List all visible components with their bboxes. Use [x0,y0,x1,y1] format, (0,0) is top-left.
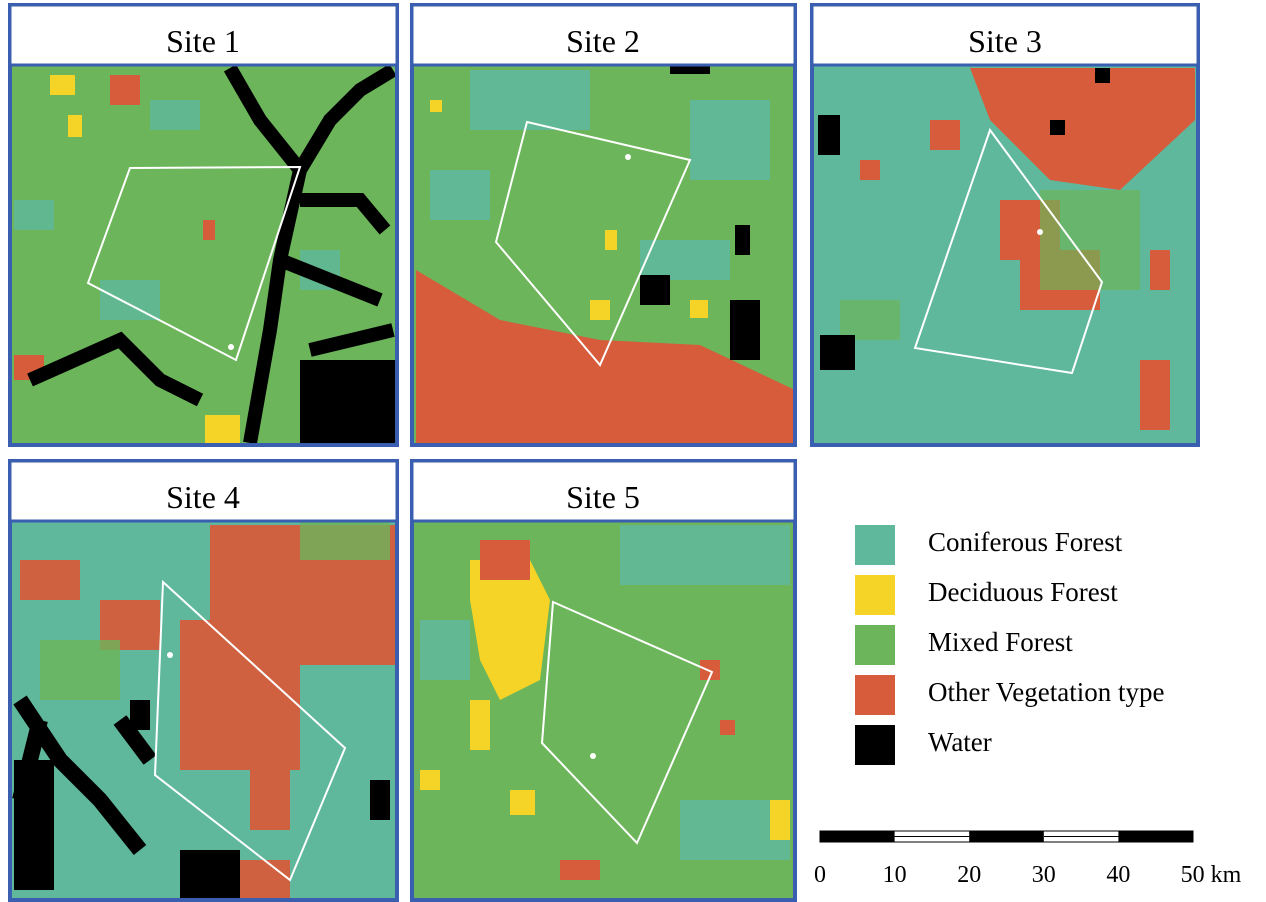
legend-swatch [855,625,895,665]
panel-title: Site 3 [968,23,1042,59]
scale-label: 10 [883,862,907,888]
scale-label: 40 [1106,862,1130,888]
map-panel: Site 3 [812,5,1198,445]
scale-bar: 0 10 20 30 40 50 km [814,831,1242,888]
map-panel: Site 5 [412,461,795,900]
map-panel: Site 4 [10,461,397,900]
legend-label: Water [928,727,992,757]
legend-swatch [855,725,895,765]
panel-title: Site 2 [566,23,640,59]
legend-label: Coniferous Forest [928,527,1123,557]
scale-bar-segment [820,831,895,842]
scale-label: 30 [1032,862,1056,888]
map-panel: Site 1 [10,5,397,445]
legend-label: Mixed Forest [928,627,1073,657]
legend: Coniferous Forest Deciduous Forest Mixed F… [855,525,1164,765]
panel-title: Site 5 [566,479,640,515]
figure: Site 1 Site 2 Site 3 Site [0,0,1266,902]
scale-label: 50 km [1181,862,1242,888]
scale-label: 0 [814,862,826,888]
scale-label: 20 [957,862,981,888]
legend-swatch [855,675,895,715]
legend-swatch [855,525,895,565]
panel-title: Site 4 [166,479,240,515]
scale-bar-segment [969,831,1044,842]
legend-label: Other Vegetation type [928,677,1164,707]
legend-label: Deciduous Forest [928,577,1118,607]
map-panel: Site 2 [412,5,795,445]
scale-bar-segment [895,836,970,837]
panel-title: Site 1 [166,23,240,59]
legend-swatch [855,575,895,615]
scale-bar-segment [1044,836,1119,837]
scale-bar-segment [1118,831,1193,842]
